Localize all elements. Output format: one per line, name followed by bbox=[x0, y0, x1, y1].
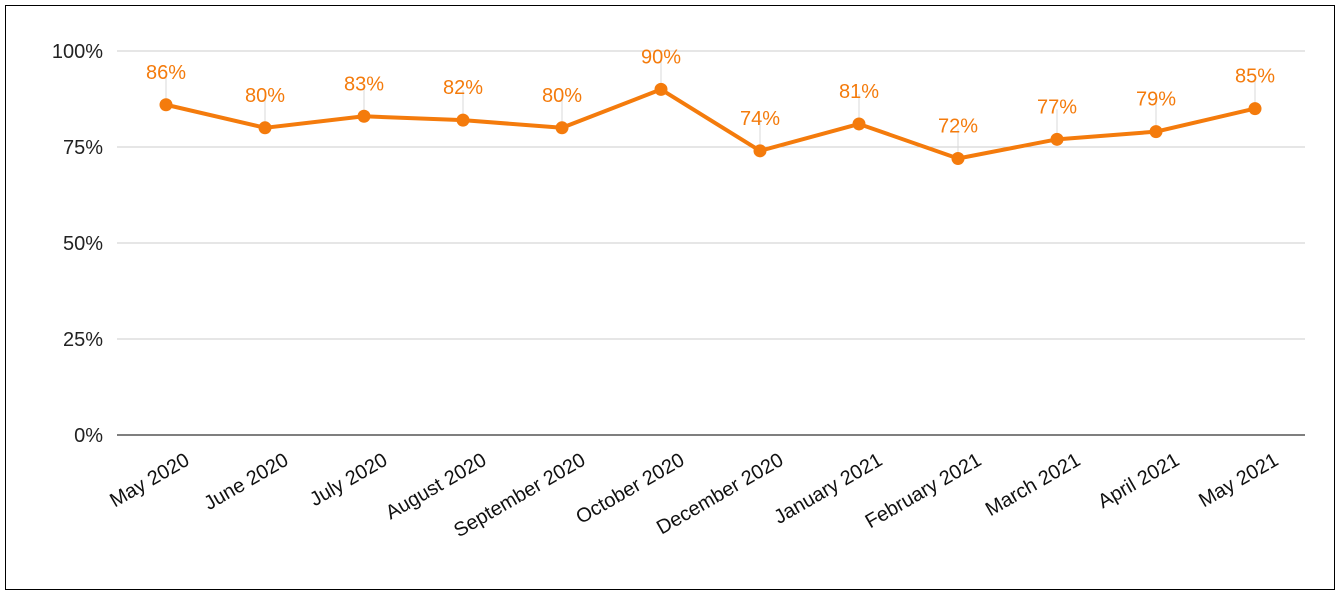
data-label: 82% bbox=[443, 77, 483, 99]
data-label: 79% bbox=[1136, 89, 1176, 111]
x-tick-label: June 2020 bbox=[200, 449, 292, 515]
data-label: 86% bbox=[146, 62, 186, 84]
data-label: 80% bbox=[542, 85, 582, 107]
y-tick-label: 100% bbox=[52, 41, 103, 63]
data-point bbox=[753, 144, 767, 158]
x-tick-label: April 2021 bbox=[1094, 449, 1183, 513]
x-tick-label: May 2020 bbox=[106, 449, 193, 512]
data-point bbox=[951, 152, 965, 166]
y-tick-label: 75% bbox=[63, 137, 103, 159]
data-label-leaders bbox=[165, 59, 1256, 153]
data-point bbox=[159, 98, 173, 112]
series-line-layer bbox=[164, 87, 1257, 161]
data-labels: 86% 80% 83% 82% 80% 90% 74% 81% 72% 77% 79% 85% bbox=[146, 46, 1275, 137]
data-point bbox=[555, 121, 569, 135]
data-label: 80% bbox=[245, 85, 285, 107]
data-label: 85% bbox=[1235, 66, 1275, 88]
x-tick-label: May 2021 bbox=[1195, 449, 1282, 512]
data-label: 77% bbox=[1037, 96, 1077, 118]
data-point bbox=[654, 82, 668, 96]
x-tick-label: July 2020 bbox=[306, 449, 391, 511]
y-tick-label: 25% bbox=[63, 329, 103, 351]
data-label: 72% bbox=[938, 116, 978, 138]
data-label: 90% bbox=[641, 46, 681, 68]
data-label: 81% bbox=[839, 81, 879, 103]
gridlines bbox=[117, 50, 1305, 436]
data-point bbox=[258, 121, 272, 135]
data-point bbox=[852, 117, 866, 131]
data-label: 74% bbox=[740, 108, 780, 130]
data-point bbox=[1248, 102, 1262, 116]
y-tick-label: 50% bbox=[63, 233, 103, 255]
chart-frame bbox=[5, 5, 1335, 590]
series-line bbox=[164, 87, 1257, 161]
data-points bbox=[159, 82, 1262, 166]
data-point bbox=[357, 109, 371, 123]
x-tick-label: March 2021 bbox=[982, 449, 1084, 521]
y-axis-tick-labels: 0% 25% 50% 75% 100% bbox=[52, 41, 103, 447]
data-point bbox=[1050, 132, 1064, 146]
data-point bbox=[456, 113, 470, 127]
data-label: 83% bbox=[344, 73, 384, 95]
y-tick-label: 0% bbox=[74, 425, 103, 447]
data-point bbox=[1149, 125, 1163, 139]
